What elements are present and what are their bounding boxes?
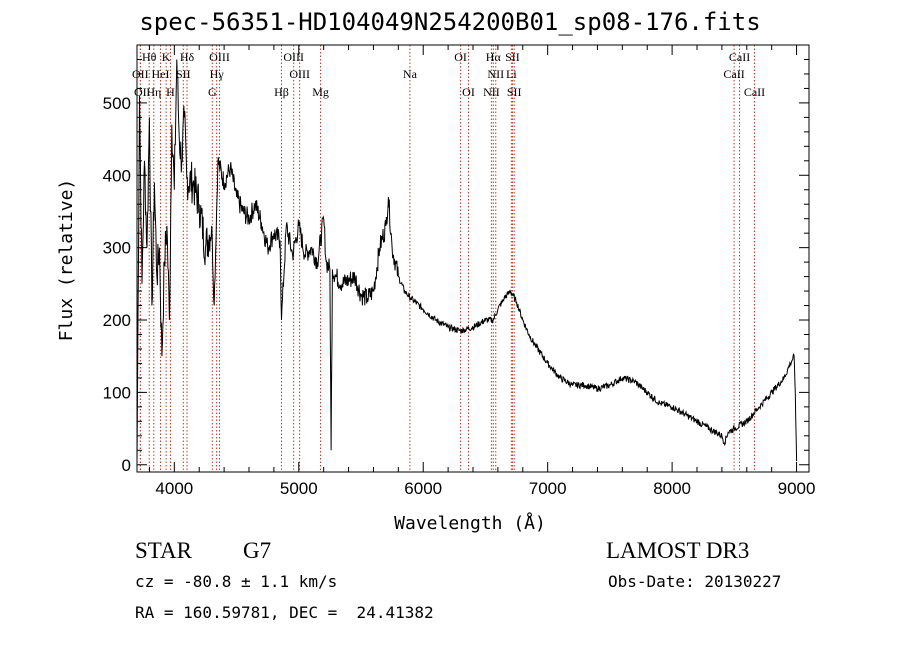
y-tick-label: 400 <box>103 166 131 185</box>
spectral-line-label: Hθ <box>142 50 157 64</box>
spectral-line-label: Hη <box>146 85 161 99</box>
spectral-line-label: CaII <box>744 85 765 99</box>
y-tick-label: 300 <box>103 239 131 258</box>
y-axis-label: Flux (relative) <box>56 179 77 342</box>
coordinates: RA = 160.59781, DEC = 24.41382 <box>135 603 434 622</box>
spectral-line-label: K <box>162 50 171 64</box>
spectrum-series <box>136 59 798 465</box>
redshift-velocity: cz = -80.8 ± 1.1 km/s <box>135 572 338 591</box>
x-tick-label: 7000 <box>529 479 567 498</box>
y-tick-label: 200 <box>103 311 131 330</box>
survey-name: LAMOST DR3 <box>606 538 750 563</box>
observation-date: Obs-Date: 20130227 <box>608 572 782 591</box>
y-tick-label: 0 <box>122 456 131 475</box>
spectral-line-label: Hα <box>486 50 502 64</box>
spectral-line-label: HeI <box>152 67 170 81</box>
spectral-line-label: OIII <box>289 67 310 81</box>
spectral-line-label: Mg <box>312 85 329 99</box>
spectral-line-label: OII <box>132 67 149 81</box>
spectrum-line <box>136 59 798 465</box>
x-axis-label: Wavelength (Å) <box>394 512 546 534</box>
x-tick-label: 9000 <box>778 479 816 498</box>
spectral-subclass: G7 <box>243 538 272 563</box>
axes: 4000 5000 6000 7000 8000 9000 0 100 200 300 400 500 <box>103 45 816 498</box>
spectral-line-label: G <box>208 85 217 99</box>
spectral-line-label: SII <box>505 50 520 64</box>
object-class-label: STAR <box>135 538 192 563</box>
spectral-line-label: Hβ <box>274 85 289 99</box>
spectral-line-label: NII <box>487 67 504 81</box>
spectral-line-label: OI <box>454 50 467 64</box>
y-tick-label: 100 <box>103 383 131 402</box>
spectral-line-label: OI <box>134 85 147 99</box>
x-tick-label: 4000 <box>155 479 193 498</box>
spectral-line-label: H <box>166 85 175 99</box>
x-tick-label: 5000 <box>280 479 318 498</box>
spectral-line-label: SII <box>507 85 522 99</box>
plot-frame <box>136 44 810 473</box>
spectral-line-label: NII <box>483 85 500 99</box>
spectral-line-label: Hδ <box>180 50 195 64</box>
spectral-line-markers <box>139 45 755 472</box>
spectral-line-label: Na <box>403 67 418 81</box>
spectral-line-label: OIII <box>209 50 230 64</box>
spectral-line-label: OI <box>462 85 475 99</box>
spectral-line-label: CaII <box>723 67 744 81</box>
x-tick-label: 6000 <box>404 479 442 498</box>
y-tick-label: 500 <box>103 94 131 113</box>
chart-title: spec-56351-HD104049N254200B01_sp08-176.f… <box>139 8 761 36</box>
spectral-line-label: CaII <box>729 50 750 64</box>
spectral-line-label: Hγ <box>210 67 225 81</box>
x-tick-label: 8000 <box>653 479 691 498</box>
spectral-line-label: SII <box>176 67 191 81</box>
spectral-line-label: OIII <box>283 50 304 64</box>
spectral-line-label: Li <box>506 67 517 81</box>
